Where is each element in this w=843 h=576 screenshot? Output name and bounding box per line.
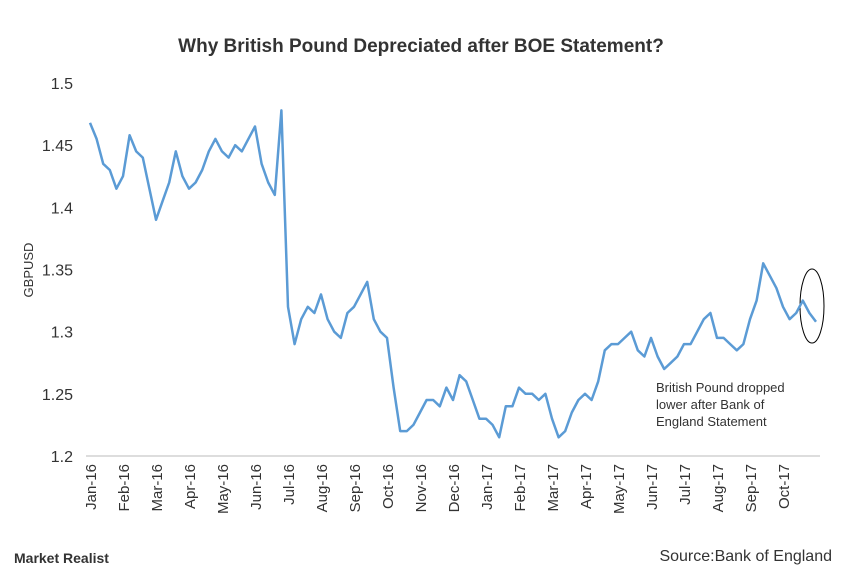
x-tick-label: Mar-17: [545, 464, 562, 512]
y-tick-label: 1.3: [51, 325, 73, 342]
x-tick-label: Jun-16: [248, 464, 265, 510]
x-tick-label: Oct-17: [776, 464, 793, 509]
x-tick-label: Jul-17: [677, 464, 694, 505]
x-tick-label: Oct-16: [380, 464, 397, 509]
x-tick-label: May-17: [611, 464, 628, 514]
x-tick-label: May-16: [215, 464, 232, 514]
y-tick-label: 1.4: [51, 200, 73, 217]
x-tick-label: Jul-16: [281, 464, 298, 505]
annotation: England Statement: [656, 414, 767, 429]
y-tick-label: 1.25: [42, 387, 73, 404]
x-tick-label: Feb-16: [116, 464, 133, 512]
x-tick-label: Sep-17: [743, 464, 760, 512]
x-tick-label: Apr-17: [578, 464, 595, 509]
x-tick-label: Jan-16: [83, 464, 100, 510]
y-tick-label: 1.5: [51, 76, 73, 93]
x-tick-label: Nov-16: [413, 464, 430, 512]
x-tick-label: Apr-16: [182, 464, 199, 509]
y-tick-label: 1.35: [42, 263, 73, 280]
logo: Market Realist: [14, 550, 109, 566]
x-tick-label: Jan-17: [479, 464, 496, 510]
x-tick-label: Jun-17: [644, 464, 661, 510]
x-tick-label: Feb-17: [512, 464, 529, 512]
source: Source:Bank of England: [659, 548, 832, 565]
highlight-ellipse: [799, 268, 825, 344]
x-tick-label: Aug-16: [314, 464, 331, 512]
x-tick-label: Sep-16: [347, 464, 364, 512]
x-tick-label: Dec-16: [446, 464, 463, 512]
x-tick-label: Aug-17: [710, 464, 727, 512]
annotation: lower after Bank of: [656, 397, 765, 412]
series-line: [88, 109, 817, 439]
y-tick-label: 1.45: [42, 138, 73, 155]
y-tick-label: 1.2: [51, 449, 73, 466]
chart-title: Why British Pound Depreciated after BOE …: [178, 36, 664, 57]
y-axis-label: GBPUSD: [21, 243, 36, 298]
annotation: British Pound dropped: [656, 380, 785, 395]
x-tick-label: Mar-16: [149, 464, 166, 512]
